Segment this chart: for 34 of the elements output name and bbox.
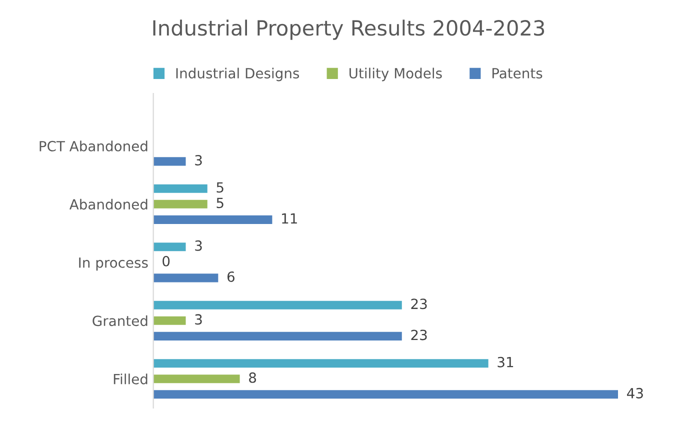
bar [153, 332, 402, 340]
data-label: 11 [282, 213, 297, 224]
data-label: 6 [227, 271, 234, 282]
bar [153, 200, 208, 208]
bar [153, 242, 186, 252]
data-label: 23 [411, 298, 427, 310]
bar [153, 316, 186, 325]
y-tick-label: PCT Abandoned [40, 140, 148, 152]
data-label: 5 [216, 182, 224, 193]
y-tick-label: Granted [92, 315, 148, 326]
legend-label: Utility Models [350, 68, 442, 82]
legend-label: Industrial Designs [176, 68, 300, 82]
bar [153, 215, 272, 224]
chart-title: Industrial Property Results 2004-2023 [153, 20, 544, 40]
data-label: 0 [162, 256, 170, 266]
bar [153, 390, 618, 399]
y-tick-label: Filled [114, 374, 148, 384]
data-label: 3 [195, 154, 202, 166]
data-label: 31 [498, 356, 514, 368]
data-label: 23 [411, 330, 427, 340]
y-tick-label: Abandoned [69, 198, 148, 210]
legend-label: Patents [492, 68, 542, 78]
bar [153, 300, 402, 310]
y-tick-label: In process [79, 258, 148, 271]
bar [153, 157, 186, 166]
data-label: 3 [195, 314, 202, 325]
data-label: 8 [249, 372, 256, 383]
data-label: 5 [216, 198, 224, 208]
bar [153, 359, 488, 368]
data-label: 43 [627, 388, 643, 398]
bar [153, 184, 208, 193]
bar [153, 274, 218, 282]
data-label: 3 [195, 240, 202, 251]
bar [153, 374, 240, 384]
